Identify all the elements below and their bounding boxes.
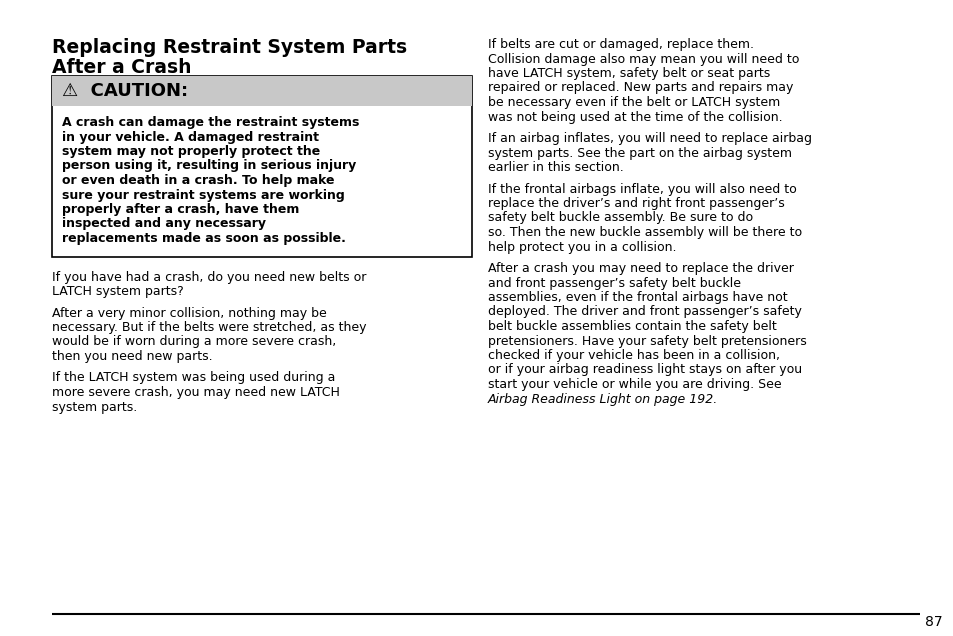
Text: and front passenger’s safety belt buckle: and front passenger’s safety belt buckle bbox=[488, 277, 740, 289]
Text: then you need new parts.: then you need new parts. bbox=[52, 350, 213, 363]
Text: start your vehicle or while you are driving. See: start your vehicle or while you are driv… bbox=[488, 378, 781, 391]
Text: more severe crash, you may need new LATCH: more severe crash, you may need new LATC… bbox=[52, 386, 339, 399]
Text: If you have had a crash, do you need new belts or: If you have had a crash, do you need new… bbox=[52, 270, 366, 284]
Text: sure your restraint systems are working: sure your restraint systems are working bbox=[62, 188, 344, 202]
Text: After a Crash: After a Crash bbox=[52, 58, 192, 77]
Text: properly after a crash, have them: properly after a crash, have them bbox=[62, 203, 299, 216]
Text: belt buckle assemblies contain the safety belt: belt buckle assemblies contain the safet… bbox=[488, 320, 776, 333]
Text: necessary. But if the belts were stretched, as they: necessary. But if the belts were stretch… bbox=[52, 321, 366, 334]
Text: system may not properly protect the: system may not properly protect the bbox=[62, 145, 320, 158]
Text: replacements made as soon as possible.: replacements made as soon as possible. bbox=[62, 232, 346, 245]
Bar bbox=[52, 76, 472, 256]
Text: system parts. See the part on the airbag system: system parts. See the part on the airbag… bbox=[488, 146, 791, 160]
Text: If an airbag inflates, you will need to replace airbag: If an airbag inflates, you will need to … bbox=[488, 132, 811, 145]
Text: ⚠  CAUTION:: ⚠ CAUTION: bbox=[62, 82, 188, 100]
Text: assemblies, even if the frontal airbags have not: assemblies, even if the frontal airbags … bbox=[488, 291, 787, 304]
Text: pretensioners. Have your safety belt pretensioners: pretensioners. Have your safety belt pre… bbox=[488, 335, 806, 347]
Bar bbox=[52, 76, 472, 106]
Text: If belts are cut or damaged, replace them.: If belts are cut or damaged, replace the… bbox=[488, 38, 753, 51]
Text: be necessary even if the belt or LATCH system: be necessary even if the belt or LATCH s… bbox=[488, 96, 780, 109]
Text: system parts.: system parts. bbox=[52, 401, 137, 413]
Text: Collision damage also may mean you will need to: Collision damage also may mean you will … bbox=[488, 53, 799, 66]
Text: repaired or replaced. New parts and repairs may: repaired or replaced. New parts and repa… bbox=[488, 81, 793, 95]
Text: was not being used at the time of the collision.: was not being used at the time of the co… bbox=[488, 111, 781, 123]
Text: so. Then the new buckle assembly will be there to: so. Then the new buckle assembly will be… bbox=[488, 226, 801, 239]
Text: If the frontal airbags inflate, you will also need to: If the frontal airbags inflate, you will… bbox=[488, 183, 796, 195]
Text: After a crash you may need to replace the driver: After a crash you may need to replace th… bbox=[488, 262, 793, 275]
Text: checked if your vehicle has been in a collision,: checked if your vehicle has been in a co… bbox=[488, 349, 780, 362]
Text: safety belt buckle assembly. Be sure to do: safety belt buckle assembly. Be sure to … bbox=[488, 212, 752, 225]
Text: A crash can damage the restraint systems: A crash can damage the restraint systems bbox=[62, 116, 359, 129]
Text: would be if worn during a more severe crash,: would be if worn during a more severe cr… bbox=[52, 336, 335, 349]
Text: have LATCH system, safety belt or seat parts: have LATCH system, safety belt or seat p… bbox=[488, 67, 769, 80]
Text: person using it, resulting in serious injury: person using it, resulting in serious in… bbox=[62, 160, 355, 172]
Text: replace the driver’s and right front passenger’s: replace the driver’s and right front pas… bbox=[488, 197, 784, 210]
Text: deployed. The driver and front passenger’s safety: deployed. The driver and front passenger… bbox=[488, 305, 801, 319]
Text: Replacing Restraint System Parts: Replacing Restraint System Parts bbox=[52, 38, 407, 57]
Text: or if your airbag readiness light stays on after you: or if your airbag readiness light stays … bbox=[488, 364, 801, 377]
Text: LATCH system parts?: LATCH system parts? bbox=[52, 285, 184, 298]
Text: or even death in a crash. To help make: or even death in a crash. To help make bbox=[62, 174, 335, 187]
Text: help protect you in a collision.: help protect you in a collision. bbox=[488, 240, 676, 254]
Text: Airbag Readiness Light on page 192.: Airbag Readiness Light on page 192. bbox=[488, 392, 718, 406]
Text: in your vehicle. A damaged restraint: in your vehicle. A damaged restraint bbox=[62, 130, 318, 144]
Text: If the LATCH system was being used during a: If the LATCH system was being used durin… bbox=[52, 371, 335, 385]
Text: inspected and any necessary: inspected and any necessary bbox=[62, 218, 266, 230]
Text: After a very minor collision, nothing may be: After a very minor collision, nothing ma… bbox=[52, 307, 327, 319]
Text: earlier in this section.: earlier in this section. bbox=[488, 161, 623, 174]
Text: 87: 87 bbox=[924, 615, 942, 629]
